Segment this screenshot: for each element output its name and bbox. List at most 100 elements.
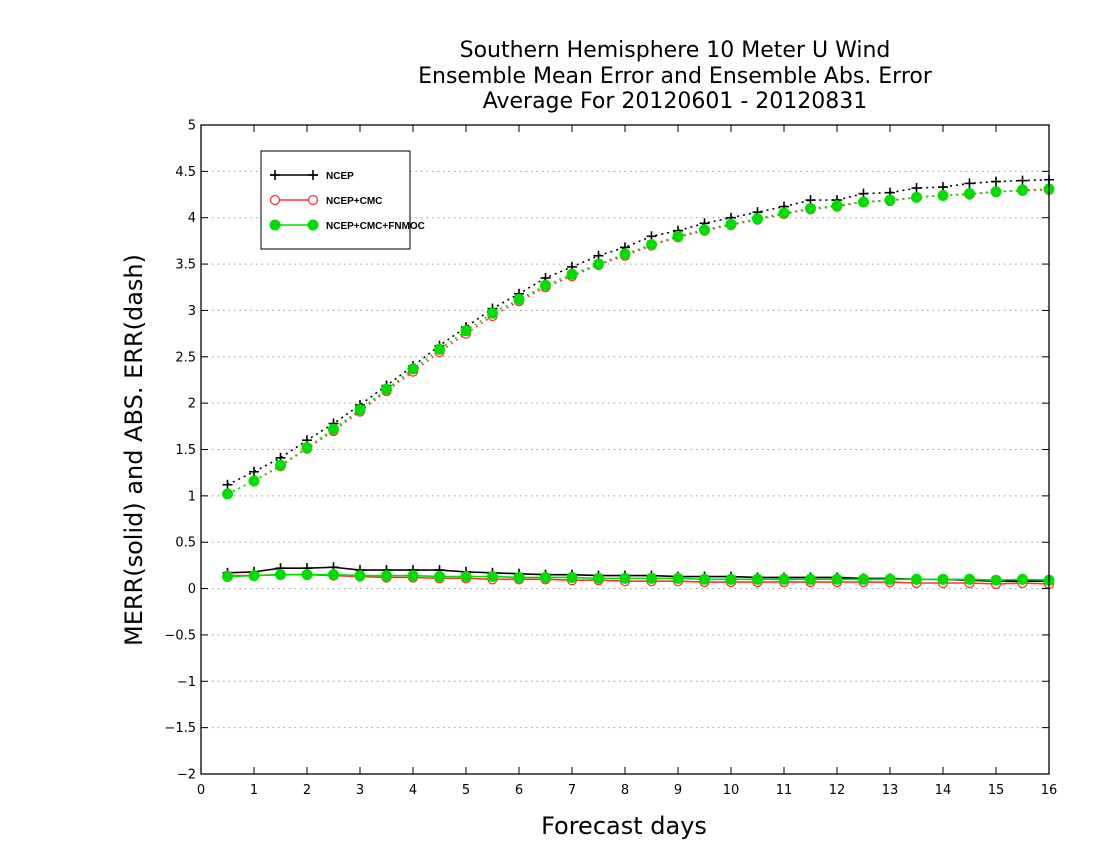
x-tick-label: 15 (988, 783, 1005, 798)
y-tick-label: 1.5 (175, 443, 196, 458)
abs-err-line-ncep-cmc-fnmoc (227, 188, 1050, 495)
merr-point (434, 571, 445, 583)
chart-title-line-3: Average For 20120601 - 20120831 (482, 89, 868, 114)
x-tick-label: 14 (935, 783, 952, 798)
merr-point (699, 573, 710, 585)
legend-label: NCEP (326, 171, 354, 182)
merr-point (672, 572, 684, 584)
abs-err-point (778, 207, 790, 219)
abs-err-point (911, 191, 922, 203)
legend-entry-ncep-cmc: NCEP+CMC (269, 194, 382, 207)
x-tick-label: 8 (621, 783, 629, 798)
y-tick-label: −2 (177, 768, 196, 783)
abs-err-point (222, 479, 233, 490)
legend-marker-right (307, 219, 319, 231)
merr-point (778, 573, 790, 585)
merr-point (884, 573, 896, 585)
x-tick-label: 7 (568, 783, 576, 798)
abs-err-point (513, 293, 525, 305)
abs-err-point (991, 176, 1001, 187)
merr-point (513, 571, 525, 583)
abs-err-point (911, 183, 922, 194)
y-tick-label: 3.5 (175, 258, 196, 273)
merr-point (937, 573, 949, 585)
legend-label: NCEP+CMC (326, 196, 382, 207)
legend: NCEP NCEP+CMC NCEP+CMC+FNMOC (260, 150, 425, 250)
y-tick-label: 4.5 (175, 165, 196, 180)
abs-err-point (672, 230, 684, 242)
abs-err-point (540, 279, 551, 291)
merr-point (752, 573, 763, 585)
abs-err-point (381, 383, 392, 395)
merr-point (540, 571, 551, 583)
abs-err-point (593, 258, 604, 270)
merr-point (831, 573, 843, 585)
y-axis-title: MERR(solid) and ABS. ERR(dash) (120, 254, 148, 646)
legend-marker-right (307, 194, 319, 206)
merr-point (328, 569, 339, 581)
abs-err-point (1017, 175, 1028, 186)
x-axis-title: Forecast days (541, 812, 707, 840)
abs-err-point (328, 423, 339, 435)
abs-err-point (884, 194, 896, 206)
y-tick-label: 0 (188, 582, 196, 597)
merr-point (805, 573, 816, 585)
abs-err-point (434, 343, 445, 355)
abs-err-point (646, 239, 657, 251)
abs-err-point (407, 363, 419, 375)
abs-err-point (222, 488, 233, 500)
abs-err-point (805, 202, 816, 214)
y-tick-label: 5 (188, 119, 196, 134)
x-tick-label: 13 (882, 783, 899, 798)
abs-err-point (566, 268, 578, 280)
abs-err-point (275, 459, 286, 471)
grid-lines (201, 170, 1049, 729)
abs-err-point (460, 325, 472, 337)
abs-err-point (964, 188, 975, 200)
y-tick-label: 1 (188, 489, 196, 504)
merr-point (646, 572, 657, 584)
x-tick-label: 3 (356, 783, 364, 798)
y-tick-label: −0.5 (164, 628, 196, 643)
x-tick-label: 0 (197, 783, 205, 798)
x-tick-label: 5 (462, 783, 470, 798)
legend-marker-right (308, 170, 318, 180)
legend-entry-ncep-cmc-fnmoc: NCEP+CMC+FNMOC (269, 219, 425, 232)
abs-err-point (699, 224, 710, 236)
abs-err-point (487, 307, 498, 319)
legend-marker-left (269, 194, 281, 206)
legend-marker-left (269, 219, 281, 231)
merr-point (911, 573, 922, 585)
abs-err-point (831, 200, 843, 212)
merr-point (460, 571, 472, 583)
abs-err-point (619, 248, 631, 260)
abs-err-point (990, 186, 1002, 198)
abs-err-point (354, 404, 366, 416)
axes: −2−1.5−1−0.500.511.522.533.544.550 1 2 3 4 5 6… (164, 119, 1057, 799)
merr-point (301, 569, 313, 581)
merr-point (593, 572, 604, 584)
merr-point (990, 574, 1002, 586)
merr-point (858, 573, 869, 585)
abs-err-point (248, 475, 260, 487)
merr-point (725, 573, 737, 585)
legend-marker-left (270, 170, 280, 180)
merr-point (566, 571, 578, 583)
merr-point (354, 570, 366, 582)
x-tick-label: 9 (674, 783, 682, 798)
abs-err-point (964, 178, 975, 189)
x-tick-label: 11 (776, 783, 793, 798)
x-tick-label: 6 (515, 783, 523, 798)
y-tick-label: −1 (177, 675, 196, 690)
merr-point (407, 570, 419, 582)
y-tick-label: 0.5 (175, 536, 196, 551)
y-tick-label: 2 (188, 397, 196, 412)
y-tick-label: −1.5 (164, 721, 196, 736)
x-tick-label: 10 (723, 783, 740, 798)
merr-point (275, 569, 286, 581)
y-tick-label: 2.5 (175, 350, 196, 365)
abs-err-point (301, 442, 313, 454)
merr-point (487, 571, 498, 583)
chart-title-line-1: Southern Hemisphere 10 Meter U Wind (459, 38, 891, 63)
x-tick-label: 1 (250, 783, 258, 798)
